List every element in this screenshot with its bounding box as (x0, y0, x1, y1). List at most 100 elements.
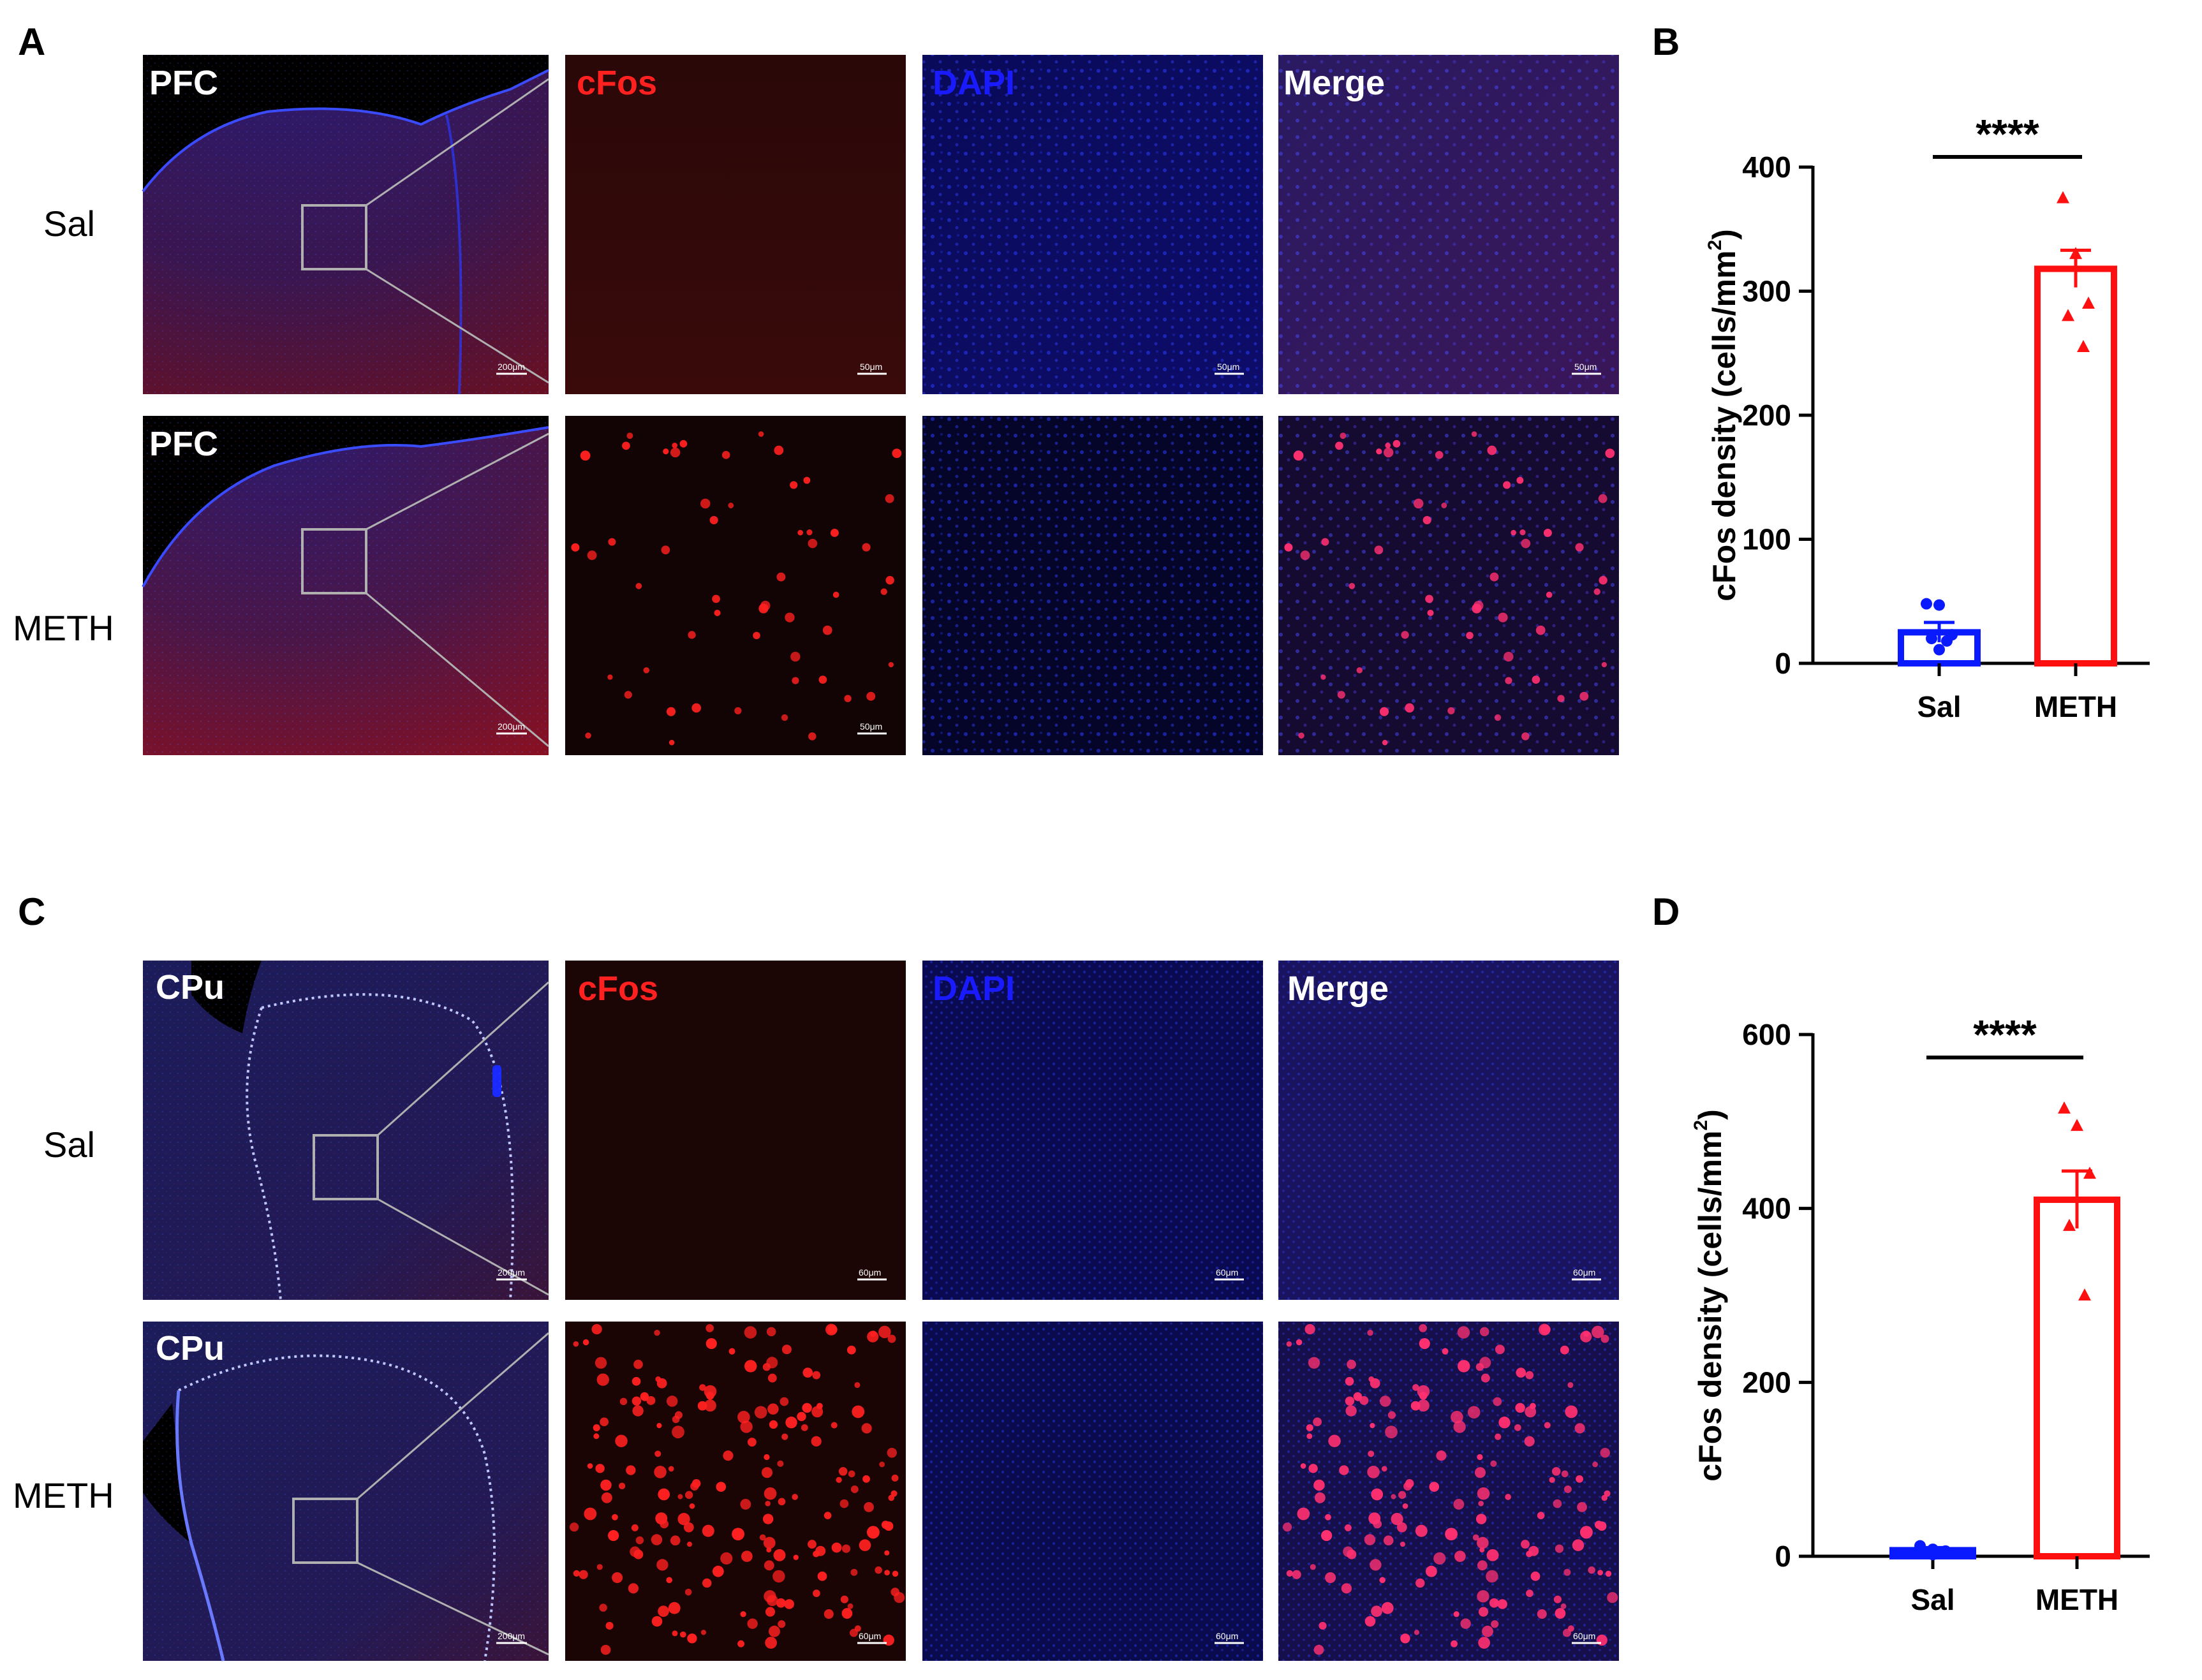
cell-signal (1451, 1640, 1458, 1647)
x-tick-label: METH (2036, 1583, 2118, 1616)
cell-signal (1476, 1536, 1489, 1549)
cell-signal (1515, 1403, 1525, 1413)
cell-signal (702, 1578, 712, 1588)
data-point (2069, 247, 2082, 260)
cell-signal (1553, 1499, 1562, 1508)
cell-signal (661, 545, 670, 555)
cell-signal (862, 543, 871, 552)
scale-label: 50μm (860, 721, 882, 732)
chart-d: 0 200 400 600 cFos density (cells/mm2) Sal MET… (1690, 1012, 2150, 1616)
pfc-sal-overview: 200μm PFC (142, 55, 549, 395)
cell-signal (890, 1588, 900, 1596)
cell-signal (846, 1345, 856, 1355)
cell-signal (815, 1545, 826, 1556)
significance-label: **** (1976, 111, 2039, 157)
cell-signal (595, 1464, 605, 1473)
cell-signal (1537, 1512, 1545, 1519)
cell-signal (600, 1417, 609, 1427)
data-point (2063, 1218, 2076, 1231)
cell-signal (1497, 1599, 1507, 1609)
cell-signal (1472, 1534, 1479, 1541)
scale-label: 200μm (498, 1267, 525, 1278)
cell-signal (1592, 1461, 1599, 1468)
cpu-meth-overview: 200μm CPu (143, 1322, 549, 1662)
cell-signal (1457, 1326, 1470, 1339)
cell-signal (817, 1571, 827, 1581)
cell-signal (632, 1376, 641, 1386)
cell-signal (699, 1384, 706, 1391)
cfos-cells (571, 431, 902, 746)
cell-signal (1495, 1433, 1502, 1440)
cell-signal (1306, 1424, 1313, 1432)
cell-signal (1339, 1465, 1349, 1475)
scale-label: 60μm (1573, 1631, 1595, 1641)
data-point (2058, 1101, 2071, 1114)
y-tick-label: 400 (1742, 1192, 1791, 1225)
cell-signal (879, 1461, 885, 1468)
cell-signal (764, 1487, 777, 1500)
y-tick-label: 400 (1742, 151, 1791, 184)
cell-signal (689, 1503, 695, 1509)
cell-signal (677, 1494, 683, 1499)
cpu-sal-dapi: 60μm DAPI (922, 961, 1263, 1300)
scale-label: 60μm (1216, 1631, 1238, 1641)
cell-signal (605, 1621, 614, 1630)
cell-signal (1283, 1522, 1292, 1532)
y-tick-label: 300 (1742, 275, 1791, 308)
cell-signal (753, 631, 760, 640)
cell-signal (635, 582, 642, 589)
cell-signal (1516, 476, 1524, 484)
cell-signal (1345, 1396, 1355, 1406)
cell-signal (728, 1348, 735, 1355)
cell-signal (1592, 1325, 1604, 1339)
cell-signal (808, 538, 818, 549)
scale-label: 60μm (1216, 1267, 1238, 1278)
cell-signal (709, 515, 718, 525)
y-tick-label: 200 (1742, 1366, 1791, 1399)
y-axis-title: cFos density (cells/mm2) (1690, 1109, 1728, 1482)
cell-signal (1505, 677, 1512, 684)
cell-signal (1460, 1618, 1471, 1629)
cell-signal (1521, 1540, 1530, 1549)
cell-signal (1320, 674, 1326, 680)
cell-signal (1385, 443, 1391, 448)
cell-signal (870, 1330, 876, 1337)
y-tick-label: 0 (1775, 1540, 1791, 1573)
cell-signal (672, 1630, 678, 1637)
cell-signal (607, 674, 613, 680)
cell-signal (728, 503, 734, 508)
cell-signal (1563, 1568, 1571, 1576)
cell-signal (593, 1424, 600, 1432)
cell-signal (1583, 1330, 1590, 1337)
cell-signal (840, 1595, 848, 1603)
cell-signal (1413, 498, 1424, 509)
chart-b: 0 100 200 300 400 cFos density (cells/mm2) Sal… (1704, 111, 2150, 723)
cell-signal (1398, 1491, 1407, 1499)
cell-signal (1530, 1403, 1536, 1410)
cell-signal (632, 1405, 644, 1417)
cell-signal (1498, 612, 1508, 623)
cell-signal (861, 1423, 872, 1434)
cell-signal (781, 714, 788, 721)
cell-signal (836, 1477, 842, 1484)
pfc-meth-overview: 200μm PFC (142, 416, 549, 755)
data-point (1941, 635, 1953, 647)
pfc-meth-dapi (922, 416, 1263, 755)
cell-signal (654, 1450, 661, 1457)
cell-signal (579, 1570, 588, 1579)
cell-signal (883, 1634, 894, 1646)
cpu-meth-merge: 60μm (1278, 1322, 1619, 1661)
cell-signal (1345, 1405, 1357, 1417)
cell-signal (712, 1565, 724, 1577)
cell-signal (624, 691, 632, 699)
cell-signal (781, 1345, 792, 1355)
cell-signal (740, 1420, 753, 1433)
cell-signal (1597, 1570, 1604, 1576)
cell-signal (656, 1423, 662, 1429)
cell-signal (1359, 1396, 1369, 1405)
cell-signal (1415, 1578, 1425, 1588)
cell-signal (780, 1397, 789, 1406)
cell-signal (1551, 1467, 1561, 1476)
y-tick-label: 0 (1775, 647, 1791, 680)
cell-signal (1454, 1551, 1466, 1562)
